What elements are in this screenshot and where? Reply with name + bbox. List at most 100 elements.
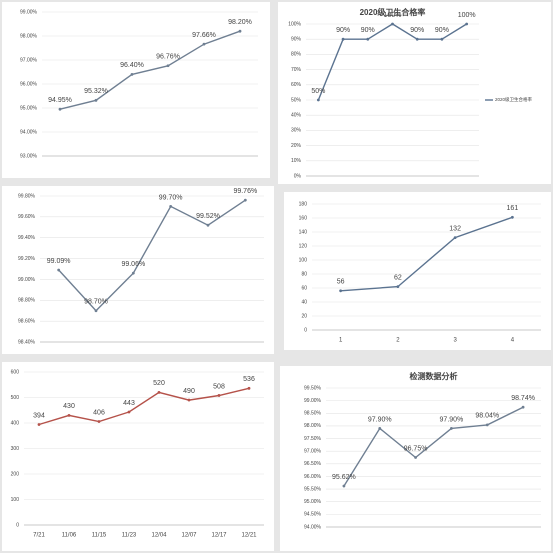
y-tick-label: 160: [299, 215, 308, 221]
x-tick-label: 2: [396, 338, 400, 344]
legend-label: 2020级卫生合格率: [495, 96, 533, 103]
value-label: 394: [33, 412, 45, 419]
point: [57, 268, 61, 272]
line: [59, 30, 241, 110]
x-tick-label: 7/21: [33, 533, 45, 539]
y-tick-label: 96.00%: [304, 474, 322, 480]
value-label: 99.06%: [121, 261, 145, 268]
y-tick-label: 20: [301, 313, 307, 319]
y-tick-label: 97.00%: [304, 449, 322, 455]
chart-title: 2020级卫生合格率: [360, 7, 426, 17]
x-tick-label: 11/15: [92, 533, 107, 539]
y-tick-label: 99.00%: [304, 398, 322, 404]
point: [217, 394, 221, 397]
y-tick-label: 70%: [291, 67, 302, 73]
value-label: 90%: [361, 27, 375, 34]
y-tick-label: 100: [11, 497, 20, 503]
y-tick-label: 98.80%: [18, 298, 36, 304]
y-tick-label: 180: [299, 201, 308, 207]
y-tick-label: 94.50%: [304, 512, 322, 518]
point: [465, 22, 469, 26]
value-label: 536: [243, 376, 255, 383]
point: [202, 42, 206, 46]
point: [339, 289, 343, 293]
x-tick-label: 1: [339, 338, 343, 344]
line: [340, 216, 513, 292]
x-tick-label: 12/17: [211, 533, 227, 539]
value-label: 50%: [311, 88, 325, 95]
value-label: 520: [153, 380, 165, 387]
value-label: 98.74%: [511, 395, 535, 402]
x-tick-label: 3: [453, 338, 457, 344]
point: [366, 37, 370, 41]
value-label: 56: [337, 279, 345, 286]
y-tick-label: 99.80%: [18, 193, 36, 199]
panel: [2, 2, 270, 178]
value-label: 99.76%: [233, 188, 257, 195]
line: [343, 406, 524, 487]
y-tick-label: 50%: [291, 97, 302, 103]
value-label: 99.70%: [159, 194, 183, 201]
y-tick-label: 10%: [291, 158, 302, 164]
y-tick-label: 80%: [291, 52, 302, 58]
y-tick-label: 97.50%: [304, 436, 322, 442]
point: [316, 98, 320, 102]
value-label: 96.40%: [120, 62, 144, 69]
value-label: 95.62%: [332, 474, 356, 481]
panel: [284, 192, 551, 350]
y-tick-label: 99.00%: [20, 9, 38, 15]
point: [169, 205, 173, 208]
y-tick-label: 0%: [294, 173, 302, 179]
point: [247, 386, 251, 390]
point: [127, 410, 131, 414]
value-label: 443: [123, 400, 135, 407]
y-tick-label: 98.50%: [304, 411, 322, 417]
y-tick-label: 40: [301, 299, 307, 305]
value-label: 99.09%: [47, 258, 71, 265]
value-label: 100%: [458, 12, 476, 19]
point: [243, 198, 247, 202]
y-tick-label: 99.50%: [304, 385, 322, 391]
point: [450, 427, 453, 430]
y-tick-label: 120: [299, 243, 308, 249]
point: [157, 391, 161, 394]
y-tick-label: 96.00%: [20, 81, 38, 87]
y-tick-label: 99.40%: [18, 235, 36, 241]
y-tick-label: 0: [16, 522, 19, 528]
value-label: 430: [63, 403, 75, 410]
y-tick-label: 200: [11, 471, 20, 477]
point: [238, 29, 242, 33]
y-tick-label: 400: [11, 420, 20, 426]
value-label: 97.90%: [440, 416, 464, 423]
x-tick-label: 12/21: [241, 533, 257, 539]
y-tick-label: 100: [299, 257, 308, 263]
y-tick-label: 99.20%: [18, 256, 36, 262]
y-tick-label: 100%: [288, 21, 301, 27]
y-tick-label: 99.00%: [18, 277, 36, 283]
value-label: 98.20%: [228, 19, 252, 26]
y-tick-label: 95.50%: [304, 486, 322, 492]
point: [130, 73, 134, 76]
point: [510, 215, 514, 219]
value-label: 96.76%: [156, 54, 180, 61]
point: [94, 309, 98, 313]
x-tick-label: 11/06: [62, 533, 77, 539]
point: [440, 37, 444, 41]
point: [97, 420, 101, 423]
y-tick-label: 98.40%: [18, 339, 36, 345]
panel: [2, 362, 274, 551]
value-label: 98.70%: [84, 299, 108, 306]
y-tick-label: 600: [11, 369, 20, 375]
y-tick-label: 96.50%: [304, 461, 322, 467]
y-tick-label: 97.00%: [20, 57, 38, 63]
point: [396, 285, 400, 288]
value-label: 90%: [410, 27, 424, 34]
point: [67, 413, 71, 417]
value-label: 406: [93, 409, 105, 416]
y-tick-label: 90%: [291, 37, 302, 43]
line: [58, 199, 246, 312]
y-tick-label: 95.00%: [304, 499, 322, 505]
value-label: 98.04%: [475, 413, 499, 420]
point: [131, 271, 135, 275]
value-label: 100%: [384, 12, 402, 19]
